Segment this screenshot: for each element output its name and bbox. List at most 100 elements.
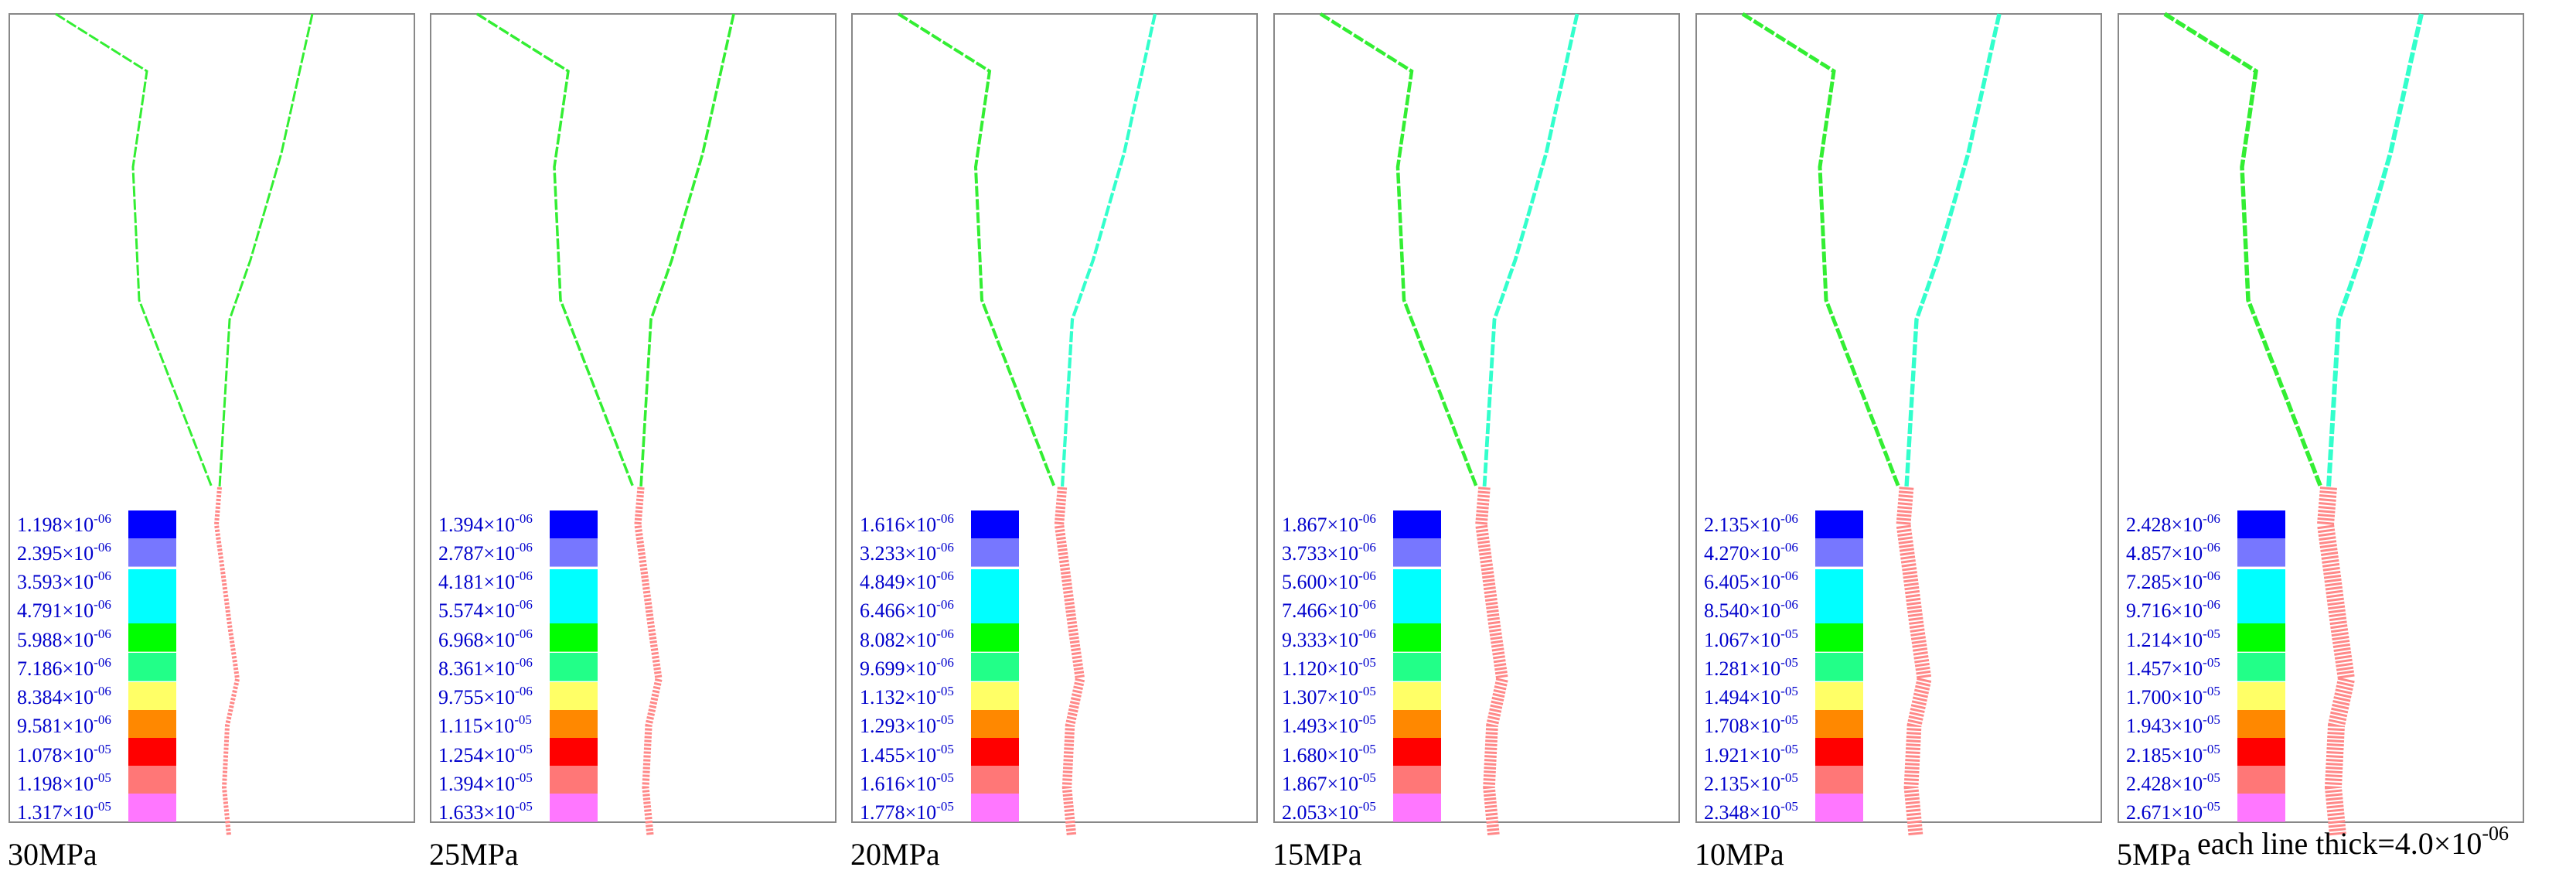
legend-label: 1.394×10-06 xyxy=(438,511,533,536)
fracture-lower-trace xyxy=(2316,487,2356,837)
legend-label: 4.791×10-06 xyxy=(17,597,111,622)
legend-label: 2.428×10-05 xyxy=(2126,770,2220,795)
panel-frame xyxy=(9,13,415,823)
legend-swatch xyxy=(2237,653,2285,681)
legend-label: 4.857×10-06 xyxy=(2126,540,2220,565)
legend-label: 1.633×10-05 xyxy=(438,799,533,824)
panel-frame xyxy=(2118,13,2524,823)
legend-swatch xyxy=(1393,510,1441,539)
legend-label: 1.455×10-05 xyxy=(860,742,954,766)
panel-1: 1.198×10-06 2.395×10-06 3.593×10-06 4.791×1… xyxy=(8,12,415,872)
legend-label: 9.333×10-06 xyxy=(1282,626,1376,651)
legend-label: 3.593×10-06 xyxy=(17,568,111,593)
legend-label: 5.988×10-06 xyxy=(17,626,111,651)
legend-swatch xyxy=(1393,710,1441,739)
fracture-right-branch xyxy=(1482,13,1579,488)
legend-swatch xyxy=(1393,738,1441,766)
legend-label: 1.317×10-05 xyxy=(17,799,111,824)
legend-label: 2.135×10-06 xyxy=(1704,511,1798,536)
legend-swatch xyxy=(971,766,1019,794)
legend-swatch xyxy=(1815,738,1863,766)
legend-label: 9.699×10-06 xyxy=(860,655,954,680)
legend-swatch xyxy=(971,682,1019,711)
legend-label: 7.186×10-06 xyxy=(17,655,111,680)
legend-label: 6.466×10-06 xyxy=(860,597,954,622)
legend-label: 1.198×10-05 xyxy=(17,770,111,795)
legend-label: 1.700×10-05 xyxy=(2126,684,2220,708)
panel-frame xyxy=(1695,13,2102,823)
panel-pressure-label: 10MPa xyxy=(1695,837,1784,872)
legend-label: 1.281×10-05 xyxy=(1704,655,1798,680)
legend-swatch xyxy=(1393,653,1441,681)
legend-label: 2.053×10-05 xyxy=(1282,799,1376,824)
legend-label: 7.466×10-06 xyxy=(1282,597,1376,622)
legend-label: 1.943×10-05 xyxy=(2126,712,2220,737)
panel-pressure-label: 5MPa xyxy=(2117,837,2191,872)
legend-label: 1.708×10-05 xyxy=(1704,712,1798,737)
legend-swatch xyxy=(1815,653,1863,681)
legend-label: 1.115×10-05 xyxy=(438,712,532,737)
panel-frame xyxy=(1273,13,1680,823)
legend-swatch xyxy=(1815,569,1863,628)
legend-label: 1.457×10-05 xyxy=(2126,655,2220,680)
legend: 1.616×10-06 3.233×10-06 4.849×10-06 6.466×1… xyxy=(860,510,1019,824)
legend-swatch xyxy=(550,538,598,567)
legend-label: 2.671×10-05 xyxy=(2126,799,2220,824)
legend-swatch xyxy=(1815,623,1863,652)
legend-swatch xyxy=(2237,538,2285,567)
legend-swatch xyxy=(550,653,598,681)
fracture-lower-trace xyxy=(213,487,240,836)
legend-label: 1.078×10-05 xyxy=(17,742,111,766)
legend: 2.135×10-06 4.270×10-06 6.405×10-06 8.540×1… xyxy=(1704,510,1863,824)
legend-label: 1.214×10-05 xyxy=(2126,626,2220,651)
legend-swatch xyxy=(128,510,176,539)
legend-label: 3.233×10-06 xyxy=(860,540,954,565)
legend-label: 1.120×10-05 xyxy=(1282,655,1376,680)
legend-label: 5.574×10-06 xyxy=(438,597,533,622)
fracture-left-branch xyxy=(476,12,635,488)
legend-swatch xyxy=(1815,766,1863,794)
fracture-right-branch xyxy=(1060,13,1157,488)
legend: 2.428×10-06 4.857×10-06 7.285×10-06 9.716×1… xyxy=(2126,510,2285,824)
legend-label: 1.293×10-05 xyxy=(860,712,954,737)
legend-swatch xyxy=(550,682,598,711)
legend-label: 1.493×10-05 xyxy=(1282,712,1376,737)
panel-2: 1.394×10-06 2.787×10-06 4.181×10-06 5.574×1… xyxy=(429,12,837,872)
legend-label: 6.405×10-06 xyxy=(1704,568,1798,593)
legend-swatch xyxy=(128,569,176,628)
legend-label: 4.849×10-06 xyxy=(860,568,954,593)
legend-label: 7.285×10-06 xyxy=(2126,568,2220,593)
legend-label: 4.181×10-06 xyxy=(438,568,533,593)
legend-label: 8.384×10-06 xyxy=(17,684,111,708)
legend-swatch xyxy=(128,766,176,794)
legend-label: 2.428×10-06 xyxy=(2126,511,2220,536)
legend-label: 3.733×10-06 xyxy=(1282,540,1376,565)
fracture-right-branch xyxy=(639,13,735,488)
fracture-lower-trace xyxy=(1054,487,1085,836)
legend-label: 1.867×10-05 xyxy=(1282,770,1376,795)
line-thickness-note: each line thick=4.0×10-06 xyxy=(2197,822,2509,861)
fracture-lower-trace xyxy=(1896,487,1932,836)
legend-label: 1.067×10-05 xyxy=(1704,626,1798,651)
legend-swatch xyxy=(1815,682,1863,711)
legend-swatch xyxy=(971,538,1019,567)
legend-swatch xyxy=(1393,538,1441,567)
legend-swatch xyxy=(550,623,598,652)
legend-swatch xyxy=(550,794,598,822)
legend-swatch xyxy=(128,794,176,822)
legend-label: 9.755×10-06 xyxy=(438,684,533,708)
panel-6: 2.428×10-06 4.857×10-06 7.285×10-06 9.716×1… xyxy=(2117,12,2524,872)
legend-label: 1.921×10-05 xyxy=(1704,742,1798,766)
panel-frame xyxy=(430,13,837,823)
legend-swatch xyxy=(2237,569,2285,628)
legend-swatch xyxy=(2237,794,2285,822)
legend-label: 4.270×10-06 xyxy=(1704,540,1798,565)
legend-label: 8.540×10-06 xyxy=(1704,597,1798,622)
legend-swatch xyxy=(550,710,598,739)
legend-label: 2.348×10-05 xyxy=(1704,799,1798,824)
legend-label: 1.394×10-05 xyxy=(438,770,533,795)
legend-label: 1.680×10-05 xyxy=(1282,742,1376,766)
fracture-lower-trace xyxy=(1475,487,1508,836)
panel-3: 1.616×10-06 3.233×10-06 4.849×10-06 6.466×1… xyxy=(850,12,1258,872)
legend-label: 1.616×10-06 xyxy=(860,511,954,536)
